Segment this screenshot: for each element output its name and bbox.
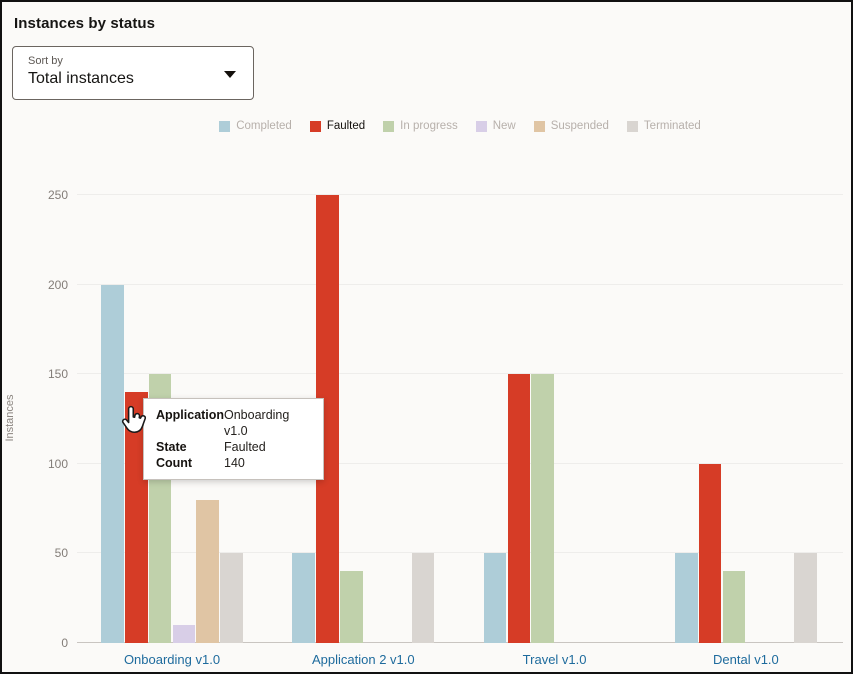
bar-faulted-travel-v1-0[interactable] — [507, 374, 531, 643]
bar-slot-in-progress — [531, 195, 555, 643]
bar-slot-in-progress — [339, 195, 363, 643]
bar-slot-new — [363, 195, 387, 643]
bar-faulted-application-2-v1-0[interactable] — [316, 195, 339, 643]
x-axis-label-travel-v1-0[interactable]: Travel v1.0 — [522, 652, 587, 667]
legend-label-new: New — [492, 120, 516, 132]
bar-slot-faulted — [698, 195, 722, 643]
bar-group-application-2-v1-0 — [292, 195, 435, 643]
bar-completed-onboarding-v1-0[interactable] — [101, 284, 124, 643]
bar-slot-suspended — [770, 195, 794, 643]
legend-swatch-faulted — [309, 120, 321, 132]
y-tick-50: 50 — [54, 546, 68, 561]
hand-cursor-icon — [121, 405, 146, 434]
bar-completed-dental-v1-0[interactable] — [675, 553, 698, 643]
legend-label-completed: Completed — [236, 120, 292, 132]
x-axis-label-dental-v1-0[interactable]: Dental v1.0 — [713, 652, 779, 667]
tooltip-value-count: 140 — [224, 456, 245, 470]
bar-slot-faulted — [507, 195, 531, 643]
bar-slot-suspended — [578, 195, 602, 643]
tooltip-value-application: Onboarding v1.0 — [224, 408, 290, 438]
bar-in-progress-application-2-v1-0[interactable] — [340, 571, 363, 643]
sort-dropdown-label: Sort by — [28, 55, 63, 67]
tooltip-row-application: Application Onboarding v1.0 — [156, 407, 313, 439]
bar-terminated-application-2-v1-0[interactable] — [411, 553, 435, 643]
legend-item-suspended[interactable]: Suspended — [533, 120, 609, 132]
gridline-100 — [77, 462, 843, 464]
y-tick-100: 100 — [47, 456, 68, 471]
sort-dropdown-value: Total instances — [28, 70, 134, 87]
legend-swatch-completed — [219, 120, 231, 132]
bar-in-progress-travel-v1-0[interactable] — [531, 374, 554, 643]
legend-item-completed[interactable]: Completed — [219, 120, 292, 132]
legend-item-terminated[interactable]: Terminated — [626, 120, 701, 132]
bar-slot-terminated — [602, 195, 626, 643]
bar-slot-terminated — [411, 195, 435, 643]
chart-legend: Completed Faulted In progress New Suspended T… — [77, 118, 843, 134]
bar-group-travel-v1-0 — [483, 195, 626, 643]
bar-slot-in-progress — [722, 195, 746, 643]
bar-terminated-dental-v1-0[interactable] — [794, 553, 817, 643]
y-tick-0: 0 — [61, 636, 68, 650]
bar-slot-suspended — [387, 195, 411, 643]
tooltip-row-state: State Faulted — [156, 439, 313, 455]
bar-slot-faulted — [316, 195, 340, 643]
x-axis-label-application-2-v1-0[interactable]: Application 2 v1.0 — [311, 652, 415, 667]
legend-label-in-progress: In progress — [400, 120, 458, 132]
bar-terminated-onboarding-v1-0[interactable] — [220, 553, 243, 643]
bar-slot-terminated — [220, 195, 244, 643]
bar-suspended-onboarding-v1-0[interactable] — [196, 499, 220, 643]
x-axis-label-onboarding-v1-0[interactable]: Onboarding v1.0 — [123, 652, 221, 667]
bar-slot-completed — [101, 195, 125, 643]
bar-completed-travel-v1-0[interactable] — [483, 553, 507, 643]
y-tick-250: 250 — [47, 188, 68, 202]
bar-slot-new — [555, 195, 579, 643]
tooltip-label-application: Application — [156, 408, 225, 422]
chevron-down-icon — [224, 71, 236, 78]
bar-faulted-dental-v1-0[interactable] — [698, 463, 722, 643]
bar-faulted-onboarding-v1-0[interactable] — [124, 392, 148, 643]
y-tick-200: 200 — [47, 277, 68, 292]
sort-dropdown[interactable]: Sort by Total instances — [12, 46, 254, 100]
tooltip-value-state: Faulted — [224, 440, 266, 454]
bar-slot-suspended — [196, 195, 220, 643]
y-axis-title: Instances — [4, 394, 16, 442]
bar-completed-application-2-v1-0[interactable] — [292, 553, 315, 643]
legend-item-faulted[interactable]: Faulted — [309, 120, 366, 132]
legend-label-faulted: Faulted — [326, 120, 366, 132]
page-title: Instances by status — [14, 15, 156, 32]
legend-swatch-new — [475, 120, 487, 132]
bar-slot-new — [746, 195, 770, 643]
legend-swatch-terminated — [626, 120, 638, 132]
legend-label-terminated: Terminated — [643, 120, 701, 132]
legend-swatch-in-progress — [383, 120, 395, 132]
bar-in-progress-dental-v1-0[interactable] — [722, 571, 746, 643]
tooltip-label-count: Count — [156, 456, 193, 470]
chart-tooltip: Application Onboarding v1.0 State Faulted Co… — [143, 398, 324, 480]
bar-slot-completed — [292, 195, 316, 643]
tooltip-row-count: Count 140 — [156, 455, 313, 471]
chart-plot-area — [77, 194, 843, 643]
bar-slot-completed — [674, 195, 698, 643]
legend-item-in-progress[interactable]: In progress — [383, 120, 458, 132]
gridline-0 — [77, 642, 843, 643]
gridline-150 — [77, 373, 843, 375]
legend-label-suspended: Suspended — [550, 120, 609, 132]
bar-new-onboarding-v1-0[interactable] — [172, 625, 196, 643]
legend-swatch-suspended — [533, 120, 545, 132]
gridline-50 — [77, 552, 843, 554]
tooltip-label-state: State — [156, 440, 187, 454]
bar-slot-terminated — [794, 195, 818, 643]
legend-item-new[interactable]: New — [475, 120, 516, 132]
bar-slot-completed — [483, 195, 507, 643]
bar-slot-new — [172, 195, 196, 643]
bar-slot-faulted — [124, 195, 148, 643]
x-axis-labels: Onboarding v1.0 Application 2 v1.0 Travel … — [77, 652, 843, 670]
y-tick-150: 150 — [47, 367, 68, 382]
gridline-200 — [77, 283, 843, 285]
bar-group-dental-v1-0 — [674, 195, 817, 643]
gridline-250 — [77, 194, 843, 195]
